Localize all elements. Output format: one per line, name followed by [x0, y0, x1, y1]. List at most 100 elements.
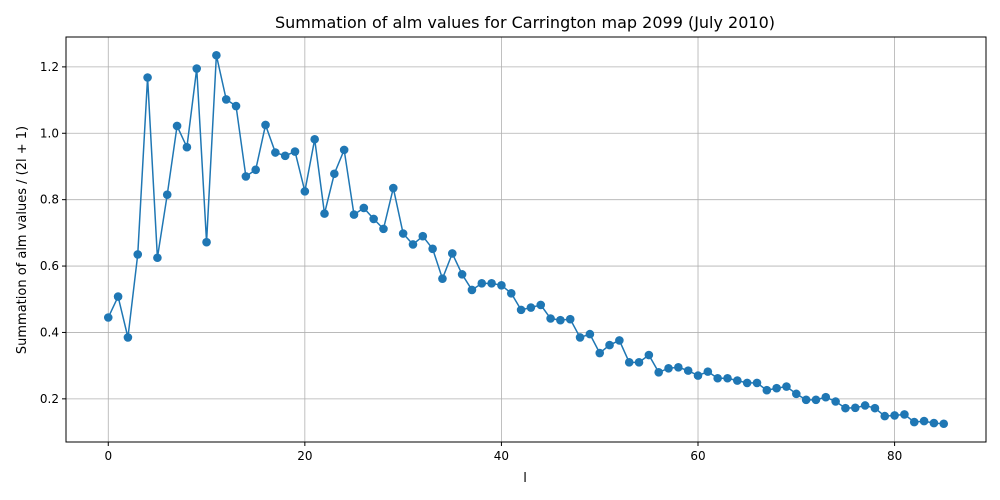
data-point [634, 358, 644, 367]
data-point [762, 385, 772, 395]
data-point [644, 350, 654, 360]
data-point [782, 382, 791, 391]
data-point [103, 313, 113, 322]
data-point [447, 249, 457, 258]
data-point [339, 145, 349, 155]
axis-ticks: 0 20 40 60 80 0.2 0.4 0.6 0.8 1.0 1.2 [40, 60, 902, 463]
data-point [398, 229, 408, 238]
data-point [821, 392, 831, 402]
data-point [123, 333, 133, 342]
data-points [103, 50, 949, 429]
data-point [703, 367, 713, 376]
x-tick-label: 60 [690, 449, 705, 463]
data-point [379, 224, 388, 234]
data-point [389, 183, 398, 193]
data-point [310, 134, 319, 144]
chart-title: Summation of alm values for Carrington m… [275, 13, 775, 32]
data-point [605, 340, 614, 350]
y-tick-label: 1.0 [40, 126, 59, 140]
data-point [162, 190, 172, 199]
data-point [113, 292, 123, 301]
data-point [153, 253, 162, 263]
data-point [487, 279, 496, 288]
data-point [772, 383, 781, 393]
data-point [556, 315, 565, 325]
data-point [575, 333, 585, 342]
data-point [192, 64, 202, 73]
data-point [506, 288, 516, 298]
y-axis-label: Summation of alm values / (2l + 1) [15, 126, 30, 354]
data-point [182, 142, 192, 152]
data-point [359, 203, 369, 213]
data-point [133, 250, 143, 259]
data-point [870, 403, 880, 413]
data-point [674, 363, 683, 372]
data-point [595, 348, 605, 358]
data-point [212, 50, 221, 60]
data-point [320, 209, 329, 218]
data-point [428, 244, 437, 254]
data-point [654, 367, 663, 377]
data-point [733, 376, 742, 385]
data-point [300, 187, 310, 196]
data-point [565, 314, 575, 324]
data-point [418, 231, 428, 241]
data-point [261, 120, 270, 130]
y-tick-label: 1.2 [40, 60, 59, 74]
data-point [408, 240, 418, 249]
y-tick-label: 0.6 [40, 259, 59, 273]
data-point [271, 148, 280, 157]
data-point [536, 300, 546, 310]
data-point [909, 417, 919, 427]
data-point [467, 285, 477, 295]
data-point [713, 373, 722, 383]
data-point [792, 389, 801, 399]
series-line [107, 55, 944, 425]
data-point [221, 95, 231, 104]
y-tick-label: 0.4 [40, 325, 59, 339]
data-point [752, 378, 762, 388]
data-point [251, 165, 260, 175]
data-point [231, 101, 241, 111]
data-point [290, 147, 300, 156]
data-point [742, 378, 752, 388]
data-point [919, 416, 929, 426]
data-point [831, 397, 840, 406]
data-point [477, 279, 487, 288]
data-point [546, 314, 555, 323]
data-point [890, 411, 899, 420]
series [103, 50, 949, 429]
data-point [624, 358, 634, 367]
data-point [683, 366, 693, 375]
x-tick-label: 80 [887, 449, 902, 463]
data-point [615, 336, 624, 345]
y-tick-label: 0.8 [40, 193, 59, 207]
plot-frame [65, 36, 987, 443]
data-point [811, 395, 821, 405]
data-point [526, 303, 536, 312]
data-point [723, 373, 732, 383]
data-point [241, 172, 251, 181]
data-point [330, 169, 339, 179]
data-point [516, 305, 526, 315]
x-tick-label: 20 [297, 449, 312, 463]
data-point [929, 418, 939, 428]
x-axis-label: l [523, 471, 527, 486]
y-tick-label: 0.2 [40, 392, 59, 406]
data-point [172, 121, 182, 131]
data-point [143, 73, 152, 82]
data-point [349, 210, 359, 219]
data-point [664, 364, 673, 373]
data-point [801, 395, 811, 405]
data-point [438, 274, 447, 283]
data-point [860, 401, 870, 410]
x-tick-label: 40 [494, 449, 509, 463]
data-point [900, 410, 909, 419]
data-point [369, 214, 378, 224]
data-point [850, 403, 860, 413]
x-tick-label: 0 [104, 449, 112, 463]
data-point [585, 329, 595, 339]
data-point [841, 403, 850, 413]
data-point [202, 237, 211, 247]
